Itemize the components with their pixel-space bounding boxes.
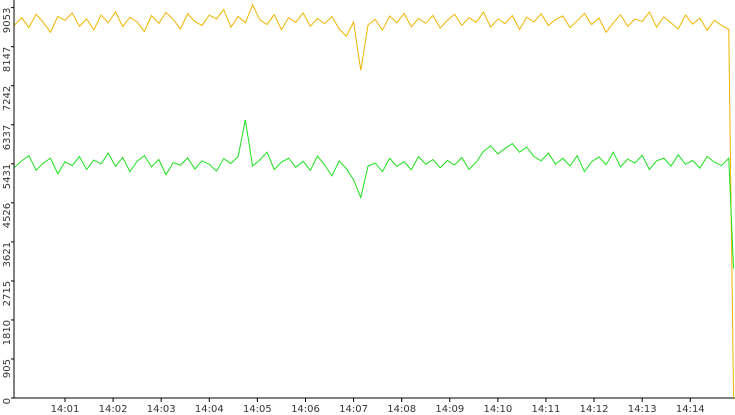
y-tick-label: 7242: [2, 86, 13, 111]
x-tick-label: 14:08: [387, 404, 416, 415]
series-line: [14, 119, 735, 269]
y-tick-label: 5431: [2, 164, 13, 189]
x-tick-label: 14:11: [532, 404, 561, 415]
x-tick-label: 14:05: [243, 404, 272, 415]
y-tick-label: 905: [2, 359, 13, 378]
y-tick-label: 9053: [2, 8, 13, 33]
x-tick-label: 14:12: [580, 404, 609, 415]
x-tick-label: 14:04: [195, 404, 224, 415]
x-tick-label: 14:02: [99, 404, 128, 415]
x-tick-label: 14:03: [147, 404, 176, 415]
y-tick-label: 4526: [2, 203, 13, 228]
y-tick-label: 0: [2, 398, 13, 404]
y-tick-label: 2715: [2, 281, 13, 306]
x-tick-label: 14:14: [676, 404, 705, 415]
x-tick-label: 14:06: [291, 404, 320, 415]
x-tick-label: 14:10: [483, 404, 512, 415]
x-tick-label: 14:07: [339, 404, 368, 415]
x-tick-label: 14:13: [628, 404, 657, 415]
x-tick-label: 14:01: [51, 404, 80, 415]
y-tick-label: 3621: [2, 242, 13, 267]
x-tick-label: 14:09: [435, 404, 464, 415]
y-tick-label: 6337: [2, 125, 13, 150]
y-tick-label: 8147: [2, 47, 13, 72]
y-tick-label: 1810: [2, 320, 13, 345]
series-line: [14, 3, 735, 399]
